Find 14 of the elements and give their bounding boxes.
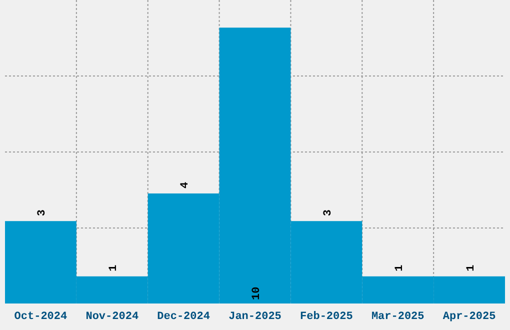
data-label: 1 <box>394 264 406 272</box>
data-label: 1 <box>465 264 478 272</box>
data-label: 3 <box>322 209 334 216</box>
x-tick-label: Oct-2024 <box>14 311 68 323</box>
x-tick-label: Mar-2025 <box>371 311 425 323</box>
data-label: 10 <box>251 286 263 300</box>
x-tick-label: Nov-2024 <box>86 311 139 323</box>
x-tick-label: Jan-2025 <box>228 311 282 323</box>
x-tick-label: Dec-2024 <box>157 311 210 323</box>
x-tick-label: Feb-2025 <box>300 311 354 323</box>
data-label: 3 <box>36 209 49 216</box>
data-label: 4 <box>180 181 192 188</box>
x-tick-label: Apr-2025 <box>442 311 496 323</box>
data-label: 1 <box>108 264 120 272</box>
